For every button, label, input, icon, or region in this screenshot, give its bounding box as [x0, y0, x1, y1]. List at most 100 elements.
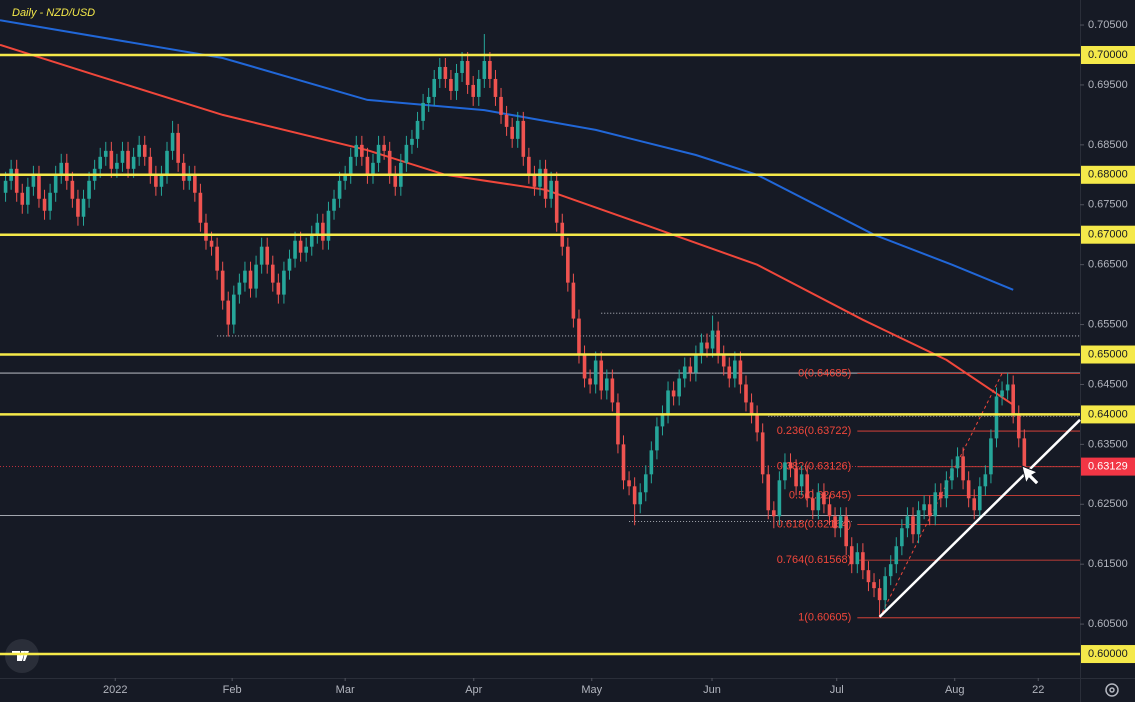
candle-body — [599, 360, 604, 391]
candle-body — [766, 474, 771, 511]
candle-body — [1022, 438, 1027, 467]
candle-body — [671, 390, 676, 397]
candle-body — [293, 240, 297, 259]
plot-area: 0(0.64685)0.236(0.63722)0.382(0.63126)0.… — [0, 19, 1080, 624]
candle-body — [282, 270, 286, 295]
candle-body — [911, 516, 915, 535]
candle-body — [326, 210, 331, 241]
candle-body — [844, 516, 848, 547]
candle-body — [610, 378, 615, 403]
settings-gear[interactable] — [1105, 683, 1119, 697]
candle-body — [454, 72, 459, 91]
candle-body — [521, 120, 526, 157]
candle-body — [989, 438, 993, 475]
candle-body — [476, 78, 481, 97]
y-tick-label: 0.66500 — [1088, 259, 1128, 271]
candle-body — [927, 504, 932, 517]
candle-body — [983, 474, 988, 487]
current-price-box — [1081, 457, 1135, 476]
level-label-box — [1081, 165, 1135, 184]
candle-body — [259, 246, 264, 265]
candle-body — [215, 246, 219, 271]
y-tick-label: 0.64500 — [1088, 378, 1128, 390]
candle-body — [649, 450, 654, 475]
candle-body — [493, 78, 498, 97]
cursor-arrow — [1021, 465, 1040, 486]
candle-body — [59, 162, 64, 175]
y-tick-label: 0.70500 — [1088, 19, 1128, 31]
candle-body — [866, 570, 871, 583]
candle-body — [582, 354, 587, 379]
candle-body — [421, 102, 425, 121]
y-tick-label: 0.68500 — [1088, 139, 1128, 151]
candle-body — [248, 270, 253, 289]
candle-body — [42, 198, 47, 211]
candle-body — [643, 474, 648, 493]
candle-body — [337, 180, 342, 199]
candle-body — [744, 384, 748, 403]
candle-body — [605, 378, 609, 391]
candle-body — [220, 270, 225, 301]
candle-body — [538, 168, 542, 187]
level-label-box — [1081, 345, 1135, 364]
candle-body — [460, 60, 464, 73]
x-tick-label: May — [581, 684, 602, 696]
candle-body — [443, 66, 448, 79]
candle-body — [760, 432, 765, 475]
candle-body — [488, 60, 492, 79]
candle-body — [888, 564, 893, 577]
candle-body — [70, 180, 75, 199]
x-tick-label: Apr — [465, 684, 482, 696]
candle-body — [426, 96, 431, 103]
candle-body — [755, 414, 759, 433]
candle-body — [465, 60, 470, 85]
candle-body — [532, 174, 537, 187]
fib-label: 0(0.64685) — [798, 367, 851, 379]
candle-body — [549, 180, 553, 199]
y-tick-label: 0.67500 — [1088, 199, 1128, 211]
candle-body — [237, 282, 242, 295]
candle-body — [716, 330, 720, 355]
candle-body — [471, 84, 475, 97]
candle-body — [1016, 414, 1021, 439]
candle-body — [131, 156, 136, 169]
candle-body — [87, 180, 91, 199]
candle-body — [432, 78, 437, 97]
candle-body — [198, 192, 203, 223]
candle-body — [577, 318, 581, 355]
candle-body — [176, 132, 180, 163]
candle-body — [48, 192, 52, 211]
candle-body — [187, 174, 192, 181]
candle-body — [849, 546, 854, 565]
candle-body — [799, 474, 804, 487]
level-label: 0.70000 — [1088, 49, 1128, 61]
trendline — [878, 418, 1081, 618]
candle-body — [543, 168, 548, 199]
candle-body — [193, 174, 197, 193]
candle-body — [309, 234, 314, 247]
candle-body — [115, 162, 119, 169]
candle-body — [966, 480, 971, 499]
candle-body — [126, 150, 130, 169]
candle-body — [677, 378, 681, 397]
candle-body — [243, 270, 247, 283]
candle-body — [415, 120, 420, 139]
candle-body — [482, 60, 487, 79]
x-tick-label: Feb — [223, 684, 242, 696]
candle-body — [204, 222, 208, 241]
candle-body — [232, 294, 236, 325]
candle-body — [961, 456, 965, 481]
candle-body — [109, 150, 114, 169]
candle-body — [894, 546, 899, 565]
candle-body — [65, 162, 69, 181]
candle-body — [365, 156, 370, 175]
candle-body — [688, 366, 693, 373]
candle-body — [515, 120, 520, 139]
candle-body — [627, 480, 631, 487]
candle-body — [877, 588, 882, 601]
candle-body — [883, 576, 887, 601]
fib-label: 0.236(0.63722) — [777, 425, 852, 437]
candle-body — [120, 150, 125, 163]
candle-body — [31, 174, 36, 187]
